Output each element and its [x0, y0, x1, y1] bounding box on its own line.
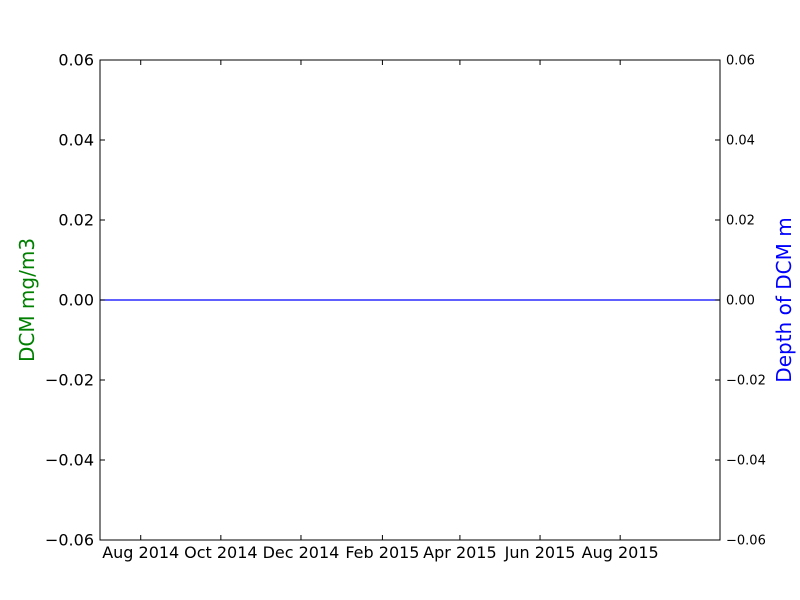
y-tick-label: −0.02: [45, 371, 94, 390]
x-tick-label: Oct 2014: [184, 543, 257, 562]
y-axis-right-ticks: 0.06 0.04 0.02 0.00 −0.02 −0.04 −0.06: [726, 54, 766, 549]
y-axis-left-label: DCM mg/m3: [15, 238, 39, 362]
y-tick-label: 0.00: [58, 291, 94, 310]
y2-tick-label: 0.06: [726, 54, 755, 69]
y-tick-label: 0.06: [58, 51, 94, 70]
y2-tick-label: −0.06: [726, 534, 766, 549]
x-tick-label: Aug 2014: [102, 543, 179, 562]
y2-tick-label: −0.02: [726, 374, 766, 389]
x-tick-label: Apr 2015: [423, 543, 496, 562]
y-axis-left-ticks: 0.06 0.04 0.02 0.00 −0.02 −0.04 −0.06: [45, 51, 720, 550]
y-tick-label: 0.04: [58, 131, 94, 150]
y2-tick-label: 0.04: [726, 134, 755, 149]
y-tick-label: 0.02: [58, 211, 94, 230]
x-tick-label: Dec 2014: [263, 543, 340, 562]
y2-tick-label: 0.02: [726, 214, 755, 229]
x-tick-label: Jun 2015: [504, 543, 576, 562]
x-tick-label: Feb 2015: [345, 543, 419, 562]
y-axis-right-label: Depth of DCM m: [772, 217, 796, 382]
y-tick-label: −0.04: [45, 451, 94, 470]
y2-tick-label: −0.04: [726, 454, 766, 469]
plot-frame: [99, 59, 721, 541]
y2-tick-label: 0.00: [726, 294, 755, 309]
x-tick-label: Aug 2015: [582, 543, 659, 562]
x-axis-ticks: Aug 2014 Oct 2014 Dec 2014 Feb 2015 Apr 2015…: [102, 60, 659, 562]
y-tick-label: −0.06: [45, 531, 94, 550]
